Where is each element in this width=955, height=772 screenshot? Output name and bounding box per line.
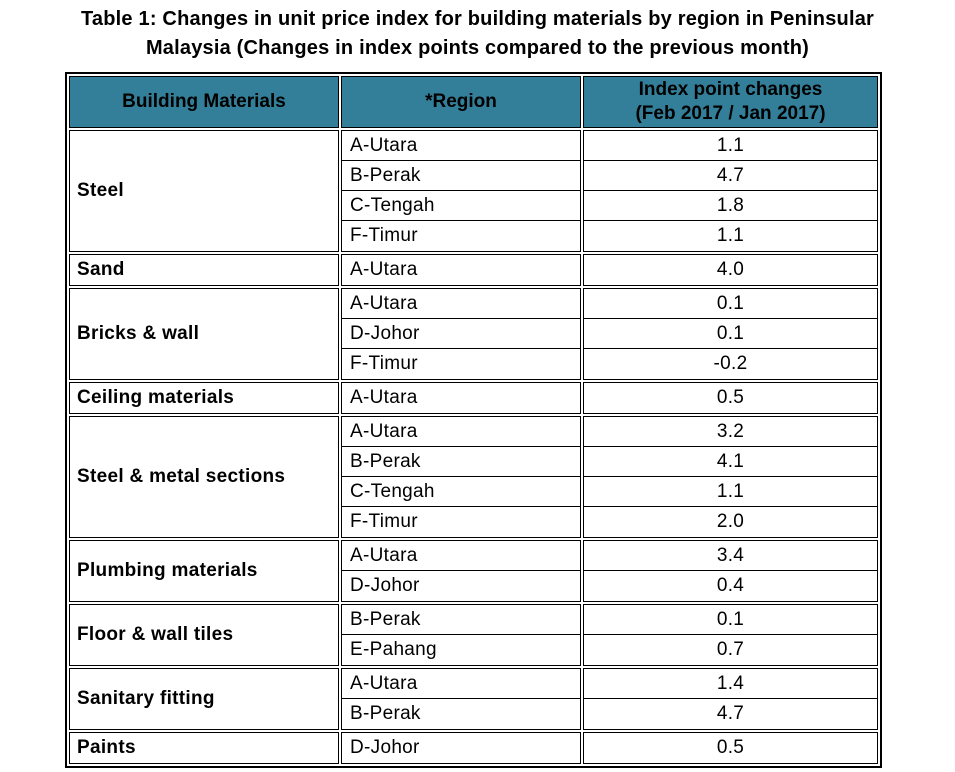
value-cell: 3.4: [584, 541, 877, 571]
value-cell: 1.1: [584, 477, 877, 507]
table-title-line2: Malaysia (Changes in index points compar…: [145, 37, 810, 59]
region-cell: A-Utara: [350, 387, 418, 408]
material-cell: Sand: [69, 254, 339, 286]
value-column: 4.0: [583, 254, 878, 286]
value-cell: 1.4: [584, 669, 877, 699]
header-region: *Region: [341, 76, 581, 128]
region-cell: A-Utara: [342, 541, 580, 571]
region-cell: F-Timur: [350, 225, 418, 246]
table-header-row: Building Materials *Region Index point c…: [69, 76, 878, 128]
value-cell: 1.1: [716, 225, 745, 246]
value-cell: 4.7: [584, 161, 877, 191]
value-cell: 0.1: [584, 289, 877, 319]
material-group-ceiling-materials: Ceiling materials A-Utara 0.5: [69, 382, 878, 414]
value-cell: -0.2: [713, 353, 748, 374]
region-cell: F-Timur: [350, 511, 418, 532]
value-column: 3.4 0.4: [583, 540, 878, 602]
table-title: Table 1: Changes in unit price index for…: [0, 5, 955, 63]
material-cell: Paints: [69, 732, 339, 764]
value-cell: 4.1: [584, 447, 877, 477]
region-column: A-Utara B-Perak C-Tengah F-Timur: [341, 130, 581, 252]
region-cell: A-Utara: [342, 131, 580, 161]
region-column: A-Utara: [341, 382, 581, 414]
region-column: D-Johor: [341, 732, 581, 764]
value-cell: 0.5: [716, 737, 745, 758]
material-group-paints: Paints D-Johor 0.5: [69, 732, 878, 764]
value-column: 3.2 4.1 1.1 2.0: [583, 416, 878, 538]
material-group-sand: Sand A-Utara 4.0: [69, 254, 878, 286]
region-cell: D-Johor: [350, 737, 420, 758]
material-cell: Plumbing materials: [69, 540, 339, 602]
material-cell: Ceiling materials: [69, 382, 339, 414]
material-group-floor-wall-tiles: Floor & wall tiles B-Perak E-Pahang 0.1 …: [69, 604, 878, 666]
region-cell: B-Perak: [342, 605, 580, 635]
region-cell: A-Utara: [342, 417, 580, 447]
header-index-line1: Index point changes: [638, 79, 823, 100]
region-cell: D-Johor: [342, 319, 580, 349]
value-column: 0.1 0.7: [583, 604, 878, 666]
material-group-plumbing-materials: Plumbing materials A-Utara D-Johor 3.4 0…: [69, 540, 878, 602]
material-cell: Bricks & wall: [69, 288, 339, 380]
value-cell: 3.2: [584, 417, 877, 447]
material-cell: Steel: [69, 130, 339, 252]
value-column: 1.1 4.7 1.8 1.1: [583, 130, 878, 252]
material-cell: Sanitary fitting: [69, 668, 339, 730]
material-group-bricks-wall: Bricks & wall A-Utara D-Johor F-Timur 0.…: [69, 288, 878, 380]
header-index-line2: (Feb 2017 / Jan 2017): [635, 103, 826, 124]
value-cell: 1.8: [584, 191, 877, 221]
table-title-line1: Table 1: Changes in unit price index for…: [80, 8, 875, 30]
value-cell: 4.7: [716, 703, 745, 724]
region-column: B-Perak E-Pahang: [341, 604, 581, 666]
value-column: 0.5: [583, 382, 878, 414]
region-column: A-Utara B-Perak: [341, 668, 581, 730]
value-cell: 2.0: [716, 511, 745, 532]
region-cell: C-Tengah: [342, 191, 580, 221]
value-column: 0.1 0.1 -0.2: [583, 288, 878, 380]
region-column: A-Utara D-Johor: [341, 540, 581, 602]
value-cell: 4.0: [716, 259, 745, 280]
material-group-steel: Steel A-Utara B-Perak C-Tengah F-Timur 1…: [69, 130, 878, 252]
region-cell: A-Utara: [350, 259, 418, 280]
region-column: A-Utara B-Perak C-Tengah F-Timur: [341, 416, 581, 538]
material-cell: Steel & metal sections: [69, 416, 339, 538]
value-cell: 1.1: [584, 131, 877, 161]
material-group-steel-metal-sections: Steel & metal sections A-Utara B-Perak C…: [69, 416, 878, 538]
region-cell: B-Perak: [342, 161, 580, 191]
region-cell: A-Utara: [342, 669, 580, 699]
region-column: A-Utara: [341, 254, 581, 286]
region-column: A-Utara D-Johor F-Timur: [341, 288, 581, 380]
header-building-materials: Building Materials: [69, 76, 339, 128]
region-cell: B-Perak: [350, 703, 421, 724]
value-cell: 0.4: [716, 575, 745, 596]
region-cell: C-Tengah: [342, 477, 580, 507]
region-cell: B-Perak: [342, 447, 580, 477]
value-cell: 0.5: [716, 387, 745, 408]
region-cell: A-Utara: [342, 289, 580, 319]
material-group-sanitary-fitting: Sanitary fitting A-Utara B-Perak 1.4 4.7: [69, 668, 878, 730]
region-cell: E-Pahang: [350, 639, 437, 660]
value-column: 1.4 4.7: [583, 668, 878, 730]
header-index-point-changes: Index point changes (Feb 2017 / Jan 2017…: [583, 76, 878, 128]
material-cell: Floor & wall tiles: [69, 604, 339, 666]
value-column: 0.5: [583, 732, 878, 764]
region-cell: F-Timur: [350, 353, 418, 374]
value-cell: 0.1: [584, 319, 877, 349]
building-materials-table: Building Materials *Region Index point c…: [65, 72, 882, 768]
value-cell: 0.1: [584, 605, 877, 635]
region-cell: D-Johor: [350, 575, 420, 596]
value-cell: 0.7: [716, 639, 745, 660]
